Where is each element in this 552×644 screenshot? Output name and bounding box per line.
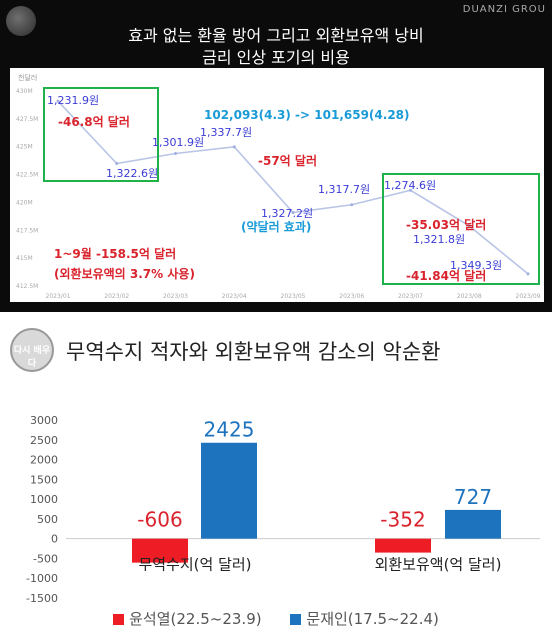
legend: 윤석열(22.5~23.9) 문재인(17.5~22.4) bbox=[0, 608, 552, 629]
rate-label: 1,274.6원 bbox=[384, 179, 436, 192]
legend-label: 문재인(17.5~22.4) bbox=[306, 610, 439, 628]
channel-logo bbox=[6, 6, 36, 36]
bar-value-label: -352 bbox=[380, 508, 425, 532]
rate-label: 1,301.9원 bbox=[152, 136, 204, 149]
channel-logo-circle: 다시 배우다 bbox=[10, 328, 54, 372]
legend-item-moon: 문재인(17.5~22.4) bbox=[290, 608, 439, 629]
x-tick-label: 2023/06 bbox=[339, 293, 364, 300]
line-point bbox=[350, 203, 354, 207]
highlight-box-jan-feb bbox=[43, 87, 159, 182]
logo-text: 다시 배우다 bbox=[13, 346, 51, 369]
line-point bbox=[409, 188, 412, 192]
x-tick-label: 2023/03 bbox=[163, 293, 188, 300]
annotation-text: -46.8억 달러 bbox=[58, 114, 130, 129]
rate-label: 1,322.6원 bbox=[106, 167, 158, 180]
y-tick-label: 417.5M bbox=[16, 227, 38, 234]
line-point bbox=[115, 162, 119, 166]
x-tick-label: 2023/07 bbox=[398, 293, 423, 300]
annotation-text: 102,093(4.3) -> 101,659(4.28) bbox=[204, 108, 410, 122]
bottom-panel: 다시 배우다 무역수지 적자와 외환보유액 감소의 악순환 3000 2500 20… bbox=[0, 312, 552, 644]
bottom-bar-chart: 3000 2500 2000 1500 1000 500 0 -500 -1000 -1500 -… bbox=[26, 414, 540, 605]
y-tick-label: 0 bbox=[51, 533, 58, 546]
rate-label: 1,321.8원 bbox=[413, 233, 465, 246]
bar bbox=[445, 509, 501, 539]
x-tick-label: 2023/04 bbox=[222, 293, 247, 300]
category-label: 무역수지(억 달러) bbox=[138, 556, 251, 574]
annotation-text: 1~9월 -158.5억 달러 bbox=[54, 246, 176, 261]
x-tick-label: 2023/05 bbox=[281, 293, 306, 300]
y-tick-label: 415M bbox=[16, 255, 33, 262]
bar-value-label: 727 bbox=[454, 485, 492, 509]
y-tick-label: 1500 bbox=[30, 473, 58, 486]
legend-swatch-blue bbox=[290, 614, 302, 625]
y-tick-label: -500 bbox=[33, 552, 58, 565]
y-tick-label: 2000 bbox=[30, 454, 58, 467]
top-chart-area bbox=[10, 68, 544, 302]
y-tick-label: 425M bbox=[16, 144, 33, 151]
top-title-line1: 효과 없는 환율 방어 그리고 외환보유액 낭비 bbox=[128, 26, 424, 45]
y-tick-label: 430M bbox=[16, 88, 33, 95]
bar bbox=[201, 442, 257, 539]
y-tick-label: -1000 bbox=[26, 572, 58, 585]
legend-swatch-red bbox=[113, 614, 125, 625]
x-tick-label: 2023/08 bbox=[457, 293, 482, 300]
y-tick-label: 500 bbox=[37, 513, 58, 526]
x-tick-label: 2023/09 bbox=[516, 293, 541, 300]
x-tick-label: 2023/02 bbox=[104, 293, 129, 300]
annotation-text: (약달러 효과) bbox=[241, 219, 311, 234]
rate-label: 1,317.7원 bbox=[318, 183, 370, 196]
bottom-title: 무역수지 적자와 외환보유액 감소의 악순환 bbox=[66, 340, 441, 364]
line-point bbox=[526, 272, 530, 276]
watermark-brand: DUANZI GROU bbox=[462, 4, 546, 15]
bar-value-label: 2425 bbox=[204, 418, 255, 442]
rate-label: 1,231.9원 bbox=[47, 94, 99, 107]
line-point bbox=[467, 224, 471, 228]
bar bbox=[375, 538, 431, 553]
y-tick-label: 2500 bbox=[30, 434, 58, 447]
rate-label: 1,349.3원 bbox=[450, 259, 502, 272]
legend-item-yoon: 윤석열(22.5~23.9) bbox=[113, 608, 262, 629]
annotation-text: (외환보유액의 3.7% 사용) bbox=[54, 266, 195, 281]
x-tick-label: 2023/01 bbox=[46, 293, 71, 300]
y-tick-label: 412.5M bbox=[16, 283, 38, 290]
y-tick-label: 422.5M bbox=[16, 172, 38, 179]
annotation-text: -57억 달러 bbox=[258, 153, 317, 168]
category-label: 외환보유액(억 달러) bbox=[375, 556, 502, 574]
y-tick-label: 1000 bbox=[30, 493, 58, 506]
y-tick-label: -1500 bbox=[26, 592, 58, 605]
rate-label: 1,327.2원 bbox=[261, 207, 313, 220]
y-tick-label: 420M bbox=[16, 199, 33, 206]
line-point bbox=[291, 211, 295, 215]
y-tick-label: 3000 bbox=[30, 414, 58, 427]
annotation-text: -35.03억 달러 bbox=[406, 217, 486, 232]
line-point bbox=[232, 145, 236, 149]
top-panel: DUANZI GROU 효과 없는 환율 방어 그리고 외환보유액 낭비 금리 … bbox=[0, 0, 552, 312]
bar bbox=[132, 538, 188, 563]
line-point bbox=[174, 152, 177, 156]
highlight-box-jul-sep bbox=[382, 173, 540, 285]
line-point bbox=[56, 99, 60, 103]
y-tick-label: 427.5M bbox=[16, 116, 38, 123]
top-title-line2: 금리 인상 포기의 비용 bbox=[202, 48, 350, 67]
bar-value-label: -606 bbox=[137, 508, 182, 532]
top-line-chart: 천달러 430M 427.5M 425M 422.5M 420M 417.5M 415M 41… bbox=[16, 73, 541, 300]
y-unit-label: 천달러 bbox=[18, 73, 37, 82]
rate-label: 1,337.7원 bbox=[200, 126, 252, 139]
legend-label: 윤석열(22.5~23.9) bbox=[129, 610, 262, 628]
annotation-text: -41.84억 달러 bbox=[406, 268, 486, 283]
